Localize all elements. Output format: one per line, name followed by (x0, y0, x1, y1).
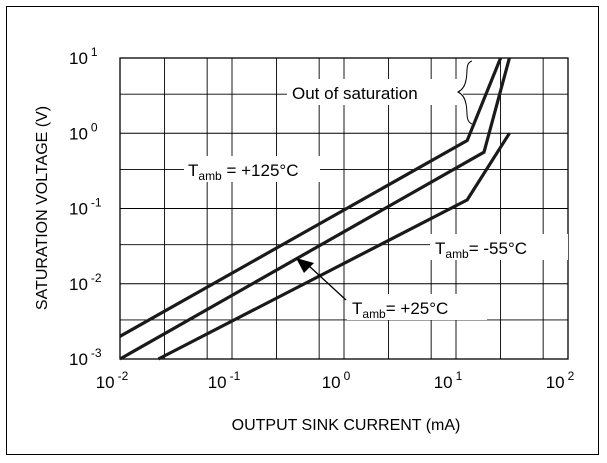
ann-t25-arrow-line (308, 265, 346, 300)
x-tick-label-1: 10 -1 (208, 369, 241, 392)
x-tick-label-2-exponent: 0 (344, 369, 351, 383)
ann-tm55-main: T (435, 239, 445, 258)
x-tick-label-3-base: 10 (434, 373, 453, 392)
x-tick-label-3: 10 1 (434, 369, 463, 392)
y-tick-label-3-exponent: 0 (91, 120, 98, 134)
ann-tm55-sub: amb (445, 247, 469, 261)
y-tick-label-1-base: 10 (69, 275, 88, 294)
y-tick-label-0-exponent: -3 (91, 346, 102, 360)
ann-t25-rest: = +25°C (386, 299, 449, 318)
ann-t25-main: T (352, 299, 362, 318)
x-tick-label-3-exponent: 1 (456, 369, 463, 383)
ann-tm55-rest: = -55°C (469, 239, 527, 258)
x-tick-label-4-exponent: 2 (568, 369, 575, 383)
y-tick-label-4: 10 1 (69, 45, 98, 68)
y-tick-label-3: 10 0 (69, 120, 98, 143)
y-tick-label-2-exponent: -1 (91, 196, 102, 210)
x-tick-label-4-base: 10 (546, 373, 565, 392)
x-tick-label-1-exponent: -1 (230, 369, 241, 383)
y-tick-label-2-base: 10 (69, 200, 88, 219)
x-tick-label-2-base: 10 (322, 373, 341, 392)
x-tick-label-1-base: 10 (208, 373, 227, 392)
y-tick-label-0: 10 -3 (69, 346, 102, 369)
y-tick-label-1: 10 -2 (69, 271, 102, 294)
y-tick-label-4-base: 10 (69, 49, 88, 68)
y-tick-label-2: 10 -1 (69, 196, 102, 219)
x-tick-label-2: 10 0 (322, 369, 351, 392)
ann-out-of-saturation: Out of saturation (292, 84, 418, 103)
ann-t25-arrow-head (296, 258, 314, 273)
y-tick-label-3-base: 10 (69, 124, 88, 143)
y-tick-label-4-exponent: 1 (91, 45, 98, 59)
x-tick-label-0-base: 10 (96, 373, 115, 392)
y-tick-label-1-exponent: -2 (91, 271, 102, 285)
x-tick-label-0-exponent: -2 (118, 369, 129, 383)
ann-t25-sub: amb (362, 307, 386, 321)
x-tick-label-4: 10 2 (546, 369, 575, 392)
x-axis-title: OUTPUT SINK CURRENT (mA) (232, 417, 461, 434)
ann-t125-sub: amb (198, 169, 222, 183)
x-tick-label-0: 10 -2 (96, 369, 129, 392)
y-axis-title: SATURATION VOLTAGE (V) (34, 106, 51, 310)
y-tick-label-0-base: 10 (69, 350, 88, 369)
ann-t125-main: T (188, 161, 198, 180)
ann-t125-rest: = +125°C (222, 161, 299, 180)
